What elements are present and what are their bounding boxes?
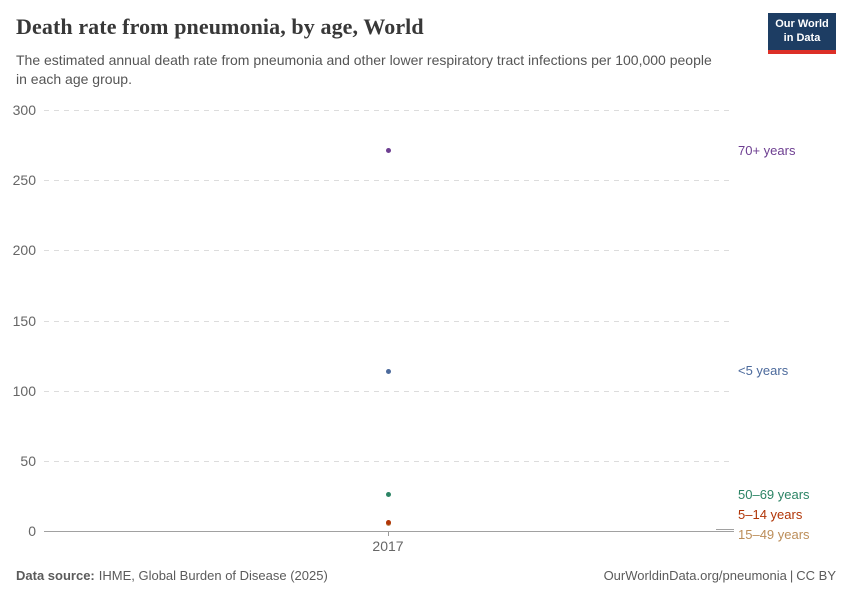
data-point-50-69-years[interactable] (385, 492, 391, 497)
y-axis-tick-label-150: 150 (12, 312, 36, 329)
y-axis-tick-label-50: 50 (20, 452, 36, 469)
entity-label-leader-line (716, 529, 734, 530)
y-axis-tick-label-200: 200 (12, 242, 36, 259)
x-axis-tick-mark (388, 532, 389, 536)
y-axis-tick-label-300: 300 (12, 102, 36, 118)
footer-right: OurWorldinData.org/pneumonia | CC BY (604, 568, 836, 583)
data-source-label: Data source: (16, 568, 95, 583)
data-point-70-years[interactable] (385, 148, 391, 154)
owid-logo-line1: Our World (775, 18, 829, 30)
gridline-50 (44, 460, 734, 462)
gridline-100 (44, 390, 734, 392)
series-label-50-69-years[interactable]: 50–69 years (738, 486, 810, 502)
y-axis-tick-label-250: 250 (12, 172, 36, 189)
data-source-note: Data source: IHME, Global Burden of Disea… (16, 568, 328, 583)
data-source-text: IHME, Global Burden of Disease (2025) (98, 568, 328, 583)
series-label-15-49-years[interactable]: 15–49 years (738, 526, 810, 542)
gridline-200 (44, 250, 734, 252)
owid-url-link[interactable]: OurWorldinData.org/pneumonia (603, 568, 787, 583)
chart-footer: Data source: IHME, Global Burden of Disea… (16, 568, 836, 583)
gridline-250 (44, 180, 734, 182)
data-point-5-years[interactable] (385, 368, 391, 374)
chart-subtitle: The estimated annual death rate from pne… (16, 52, 712, 87)
owid-logo-line2: in Data (783, 31, 821, 44)
owid-logo[interactable]: Our World in Data (768, 13, 836, 54)
data-point-5-14-years[interactable] (385, 520, 391, 526)
x-axis-line (44, 531, 734, 532)
series-label-5-years[interactable]: <5 years (738, 363, 789, 379)
footer-separator: | (789, 568, 794, 583)
gridline-300 (44, 110, 734, 111)
y-axis-tick-label-100: 100 (12, 382, 36, 399)
series-label-70-years[interactable]: 70+ years (738, 142, 796, 158)
y-axis-tick-label-0: 0 (28, 523, 36, 539)
x-axis-tick-label: 2017 (372, 538, 404, 554)
license-label: CC BY (796, 568, 836, 583)
chart-title: Death rate from pneumonia, by age, World (16, 14, 424, 39)
gridline-150 (44, 320, 734, 322)
series-label-5-14-years[interactable]: 5–14 years (738, 506, 803, 522)
